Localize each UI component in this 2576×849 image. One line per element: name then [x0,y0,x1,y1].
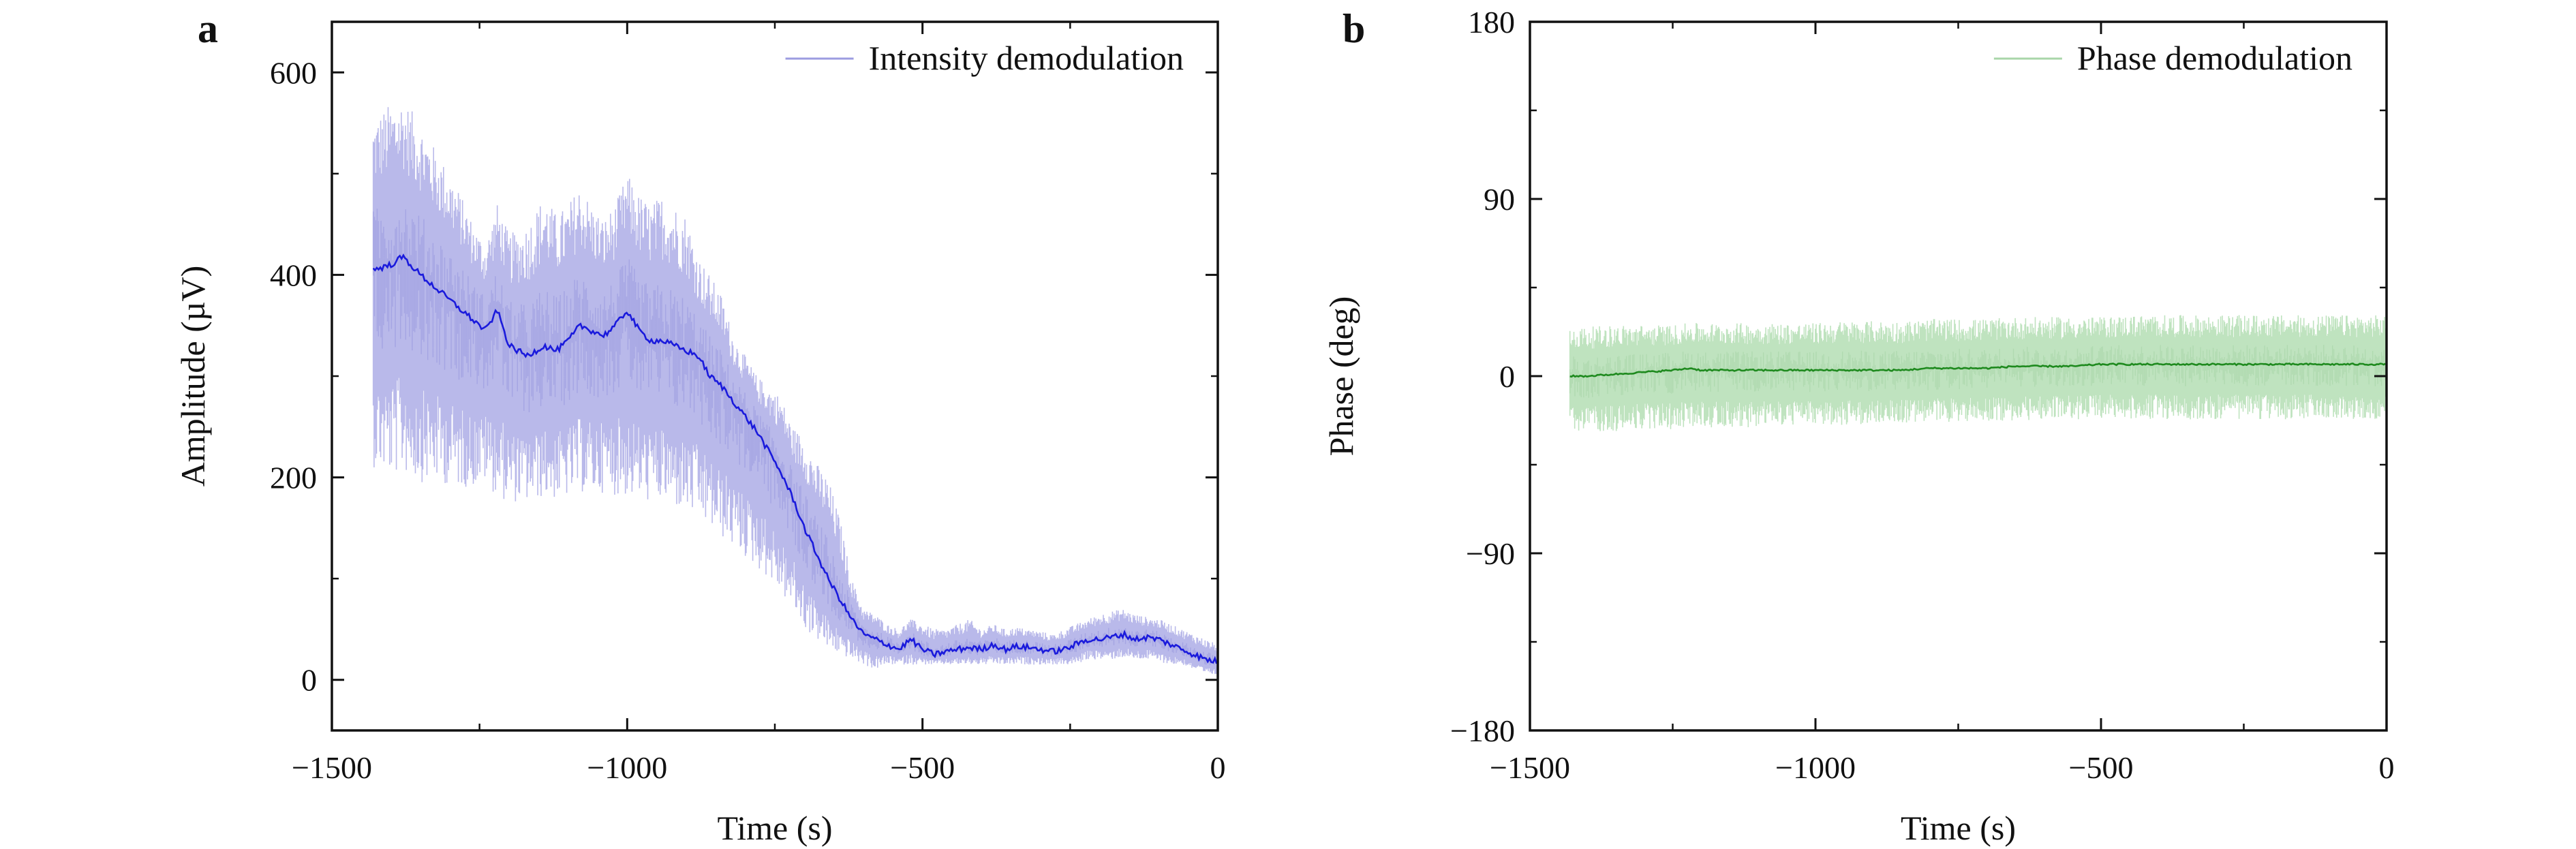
y-tick-label: 200 [270,461,317,495]
x-tick-label: −1000 [587,750,667,785]
x-tick-label: −500 [890,750,955,785]
noise-band-inner [1569,345,2386,398]
chart-panel-b: −1500 −1000 −500 0 −180 −90 0 90 180 Time (s) Phas… [1322,5,2395,847]
x-tick-label: −1500 [1490,750,1570,785]
panel-label: b [1343,6,1365,51]
x-tick-label: −1000 [1775,750,1856,785]
noise-band [372,107,1218,675]
x-tick-label: 0 [1210,750,1226,785]
y-tick-label: −180 [1450,713,1515,748]
x-tick-label: 0 [2379,750,2395,785]
y-axis-title: Phase (deg) [1322,296,1360,457]
legend: Phase demodulation [1993,39,2352,77]
legend: Intensity demodulation [785,39,1184,77]
x-tick-label: −1500 [292,750,372,785]
y-tick-label: 0 [1499,359,1515,394]
panel-label: a [198,6,218,51]
series-line [372,253,1218,664]
y-tick-label: 0 [301,663,317,698]
y-tick-label: −90 [1466,536,1515,571]
x-tick-label: −500 [2069,750,2134,785]
legend-label: Phase demodulation [2077,39,2352,77]
x-axis-title: Time (s) [717,809,832,847]
y-axis-title: Amplitude (µV) [174,266,212,487]
y-tick-label: 400 [270,258,317,292]
y-tick-label: 600 [270,55,317,90]
plot-area [372,107,1218,675]
x-axis-title: Time (s) [1901,809,2016,847]
y-tick-label: 180 [1468,5,1515,40]
chart-panel-a: −1500 −1000 −500 0 0 200 400 600 Time (s) Amplitu… [174,6,1226,847]
legend-label: Intensity demodulation [869,39,1184,77]
y-tick-label: 90 [1484,182,1515,217]
series-line [1569,362,2387,378]
plot-area [1569,315,2387,431]
